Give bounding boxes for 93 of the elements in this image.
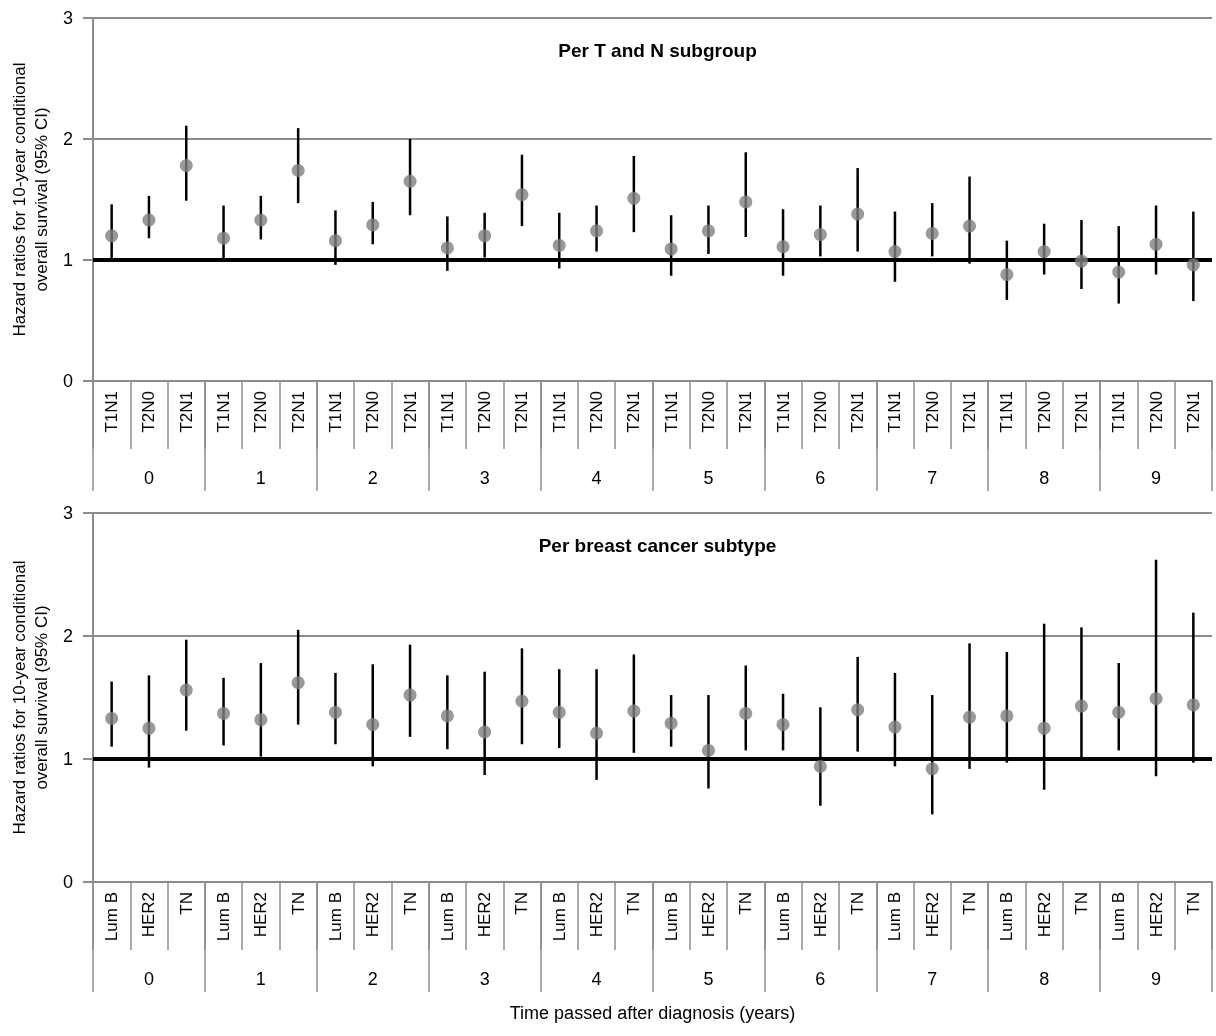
x-tick-label: HER2 [922, 892, 942, 938]
y-axis-title: Hazard ratios for 10-year conditional overall survival (95% CI) [9, 560, 51, 835]
text: 2 [367, 468, 378, 488]
x-tick-label: TN [848, 892, 868, 915]
x-tick-label: TN [176, 892, 196, 915]
y-tick-label: 1 [62, 749, 73, 769]
x-tick-label: Lum B [549, 892, 569, 942]
x-tick-label: T1N1 [325, 391, 345, 433]
x-tick-label: HER2 [139, 892, 159, 938]
x-tick-label: T2N1 [176, 391, 196, 433]
text: 4 [591, 468, 602, 488]
x-tick-label: T1N1 [773, 391, 793, 433]
text: 7 [927, 969, 938, 989]
x-tick-label: T1N1 [1109, 391, 1129, 433]
x-tick-label: T2N1 [400, 391, 420, 433]
y-tick-label: 0 [62, 872, 73, 892]
y-tick-label: 3 [62, 8, 73, 28]
x-tick-label: T2N1 [512, 391, 532, 433]
text: 6 [815, 969, 826, 989]
x-tick-label: Lum B [214, 892, 234, 942]
x-tick-label: TN [624, 892, 644, 915]
x-tick-label: T2N1 [1183, 391, 1203, 433]
y-tick-label: 2 [62, 626, 73, 646]
x-tick-label: Lum B [997, 892, 1017, 942]
y-axis-title: Hazard ratios for 10-year conditional overall survival (95% CI) [9, 62, 51, 337]
x-tick-label: Lum B [661, 892, 681, 942]
x-tick-label: T1N1 [214, 391, 234, 433]
x-tick-label: T1N1 [549, 391, 569, 433]
x-tick-label: T2N1 [848, 391, 868, 433]
x-tick-label: T1N1 [997, 391, 1017, 433]
text: 9 [1151, 468, 1162, 488]
x-tick-label: T1N1 [661, 391, 681, 433]
text: 0 [143, 969, 154, 989]
y-tick-label: 1 [62, 250, 73, 270]
y-tick-label: 2 [62, 129, 73, 149]
text: 9 [1151, 969, 1162, 989]
x-tick-label: HER2 [251, 892, 271, 938]
x-tick-label: T2N1 [288, 391, 308, 433]
x-tick-label: HER2 [810, 892, 830, 938]
x-tick-label: T2N0 [922, 391, 942, 433]
x-tick-label: Lum B [325, 892, 345, 942]
text: 1 [255, 969, 266, 989]
x-tick-label: T2N0 [1146, 391, 1166, 433]
x-tick-label: T1N1 [437, 391, 457, 433]
x-tick-label: TN [400, 892, 420, 915]
text: 1 [255, 468, 266, 488]
text: 8 [1039, 969, 1050, 989]
text: 0 [143, 468, 154, 488]
text: 5 [703, 468, 714, 488]
text: Per T and N subgroup [558, 40, 757, 61]
x-tick-label: TN [960, 892, 980, 915]
x-tick-label: HER2 [1146, 892, 1166, 938]
x-tick-label: Lum B [885, 892, 905, 942]
x-tick-label: TN [288, 892, 308, 915]
x-tick-label: T2N0 [251, 391, 271, 433]
x-tick-label: Lum B [437, 892, 457, 942]
text: 6 [815, 468, 826, 488]
x-tick-label: HER2 [475, 892, 495, 938]
x-tick-label: TN [736, 892, 756, 915]
x-tick-label: HER2 [698, 892, 718, 938]
x-tick-label: T2N0 [475, 391, 495, 433]
x-tick-label: T1N1 [102, 391, 122, 433]
x-tick-label: TN [1071, 892, 1091, 915]
text: 3 [479, 468, 490, 488]
y-tick-label: 3 [62, 503, 73, 523]
x-tick-label: T2N0 [810, 391, 830, 433]
x-tick-label: T2N1 [624, 391, 644, 433]
text: Per breast cancer subtype [538, 535, 777, 556]
text: 7 [927, 468, 938, 488]
x-tick-label: T2N0 [1034, 391, 1054, 433]
x-tick-label: T2N1 [1071, 391, 1091, 433]
x-tick-label: T2N0 [587, 391, 607, 433]
x-tick-label: TN [512, 892, 532, 915]
x-tick-label: T1N1 [885, 391, 905, 433]
x-tick-label: T2N0 [363, 391, 383, 433]
x-tick-label: HER2 [587, 892, 607, 938]
y-tick-label: 0 [62, 371, 73, 391]
x-tick-label: T2N0 [698, 391, 718, 433]
text: 3 [479, 969, 490, 989]
x-tick-label: Lum B [1109, 892, 1129, 942]
text: 8 [1039, 468, 1050, 488]
x-tick-label: T2N1 [960, 391, 980, 433]
x-tick-label: Lum B [773, 892, 793, 942]
x-tick-label: T2N0 [139, 391, 159, 433]
x-tick-label: HER2 [1034, 892, 1054, 938]
x-tick-label: TN [1183, 892, 1203, 915]
text: 4 [591, 969, 602, 989]
text: 5 [703, 969, 714, 989]
text: 2 [367, 969, 378, 989]
x-tick-label: T2N1 [736, 391, 756, 433]
x-tick-label: Lum B [102, 892, 122, 942]
x-axis-title: Time passed after diagnosis (years) [509, 1003, 796, 1023]
x-tick-label: HER2 [363, 892, 383, 938]
